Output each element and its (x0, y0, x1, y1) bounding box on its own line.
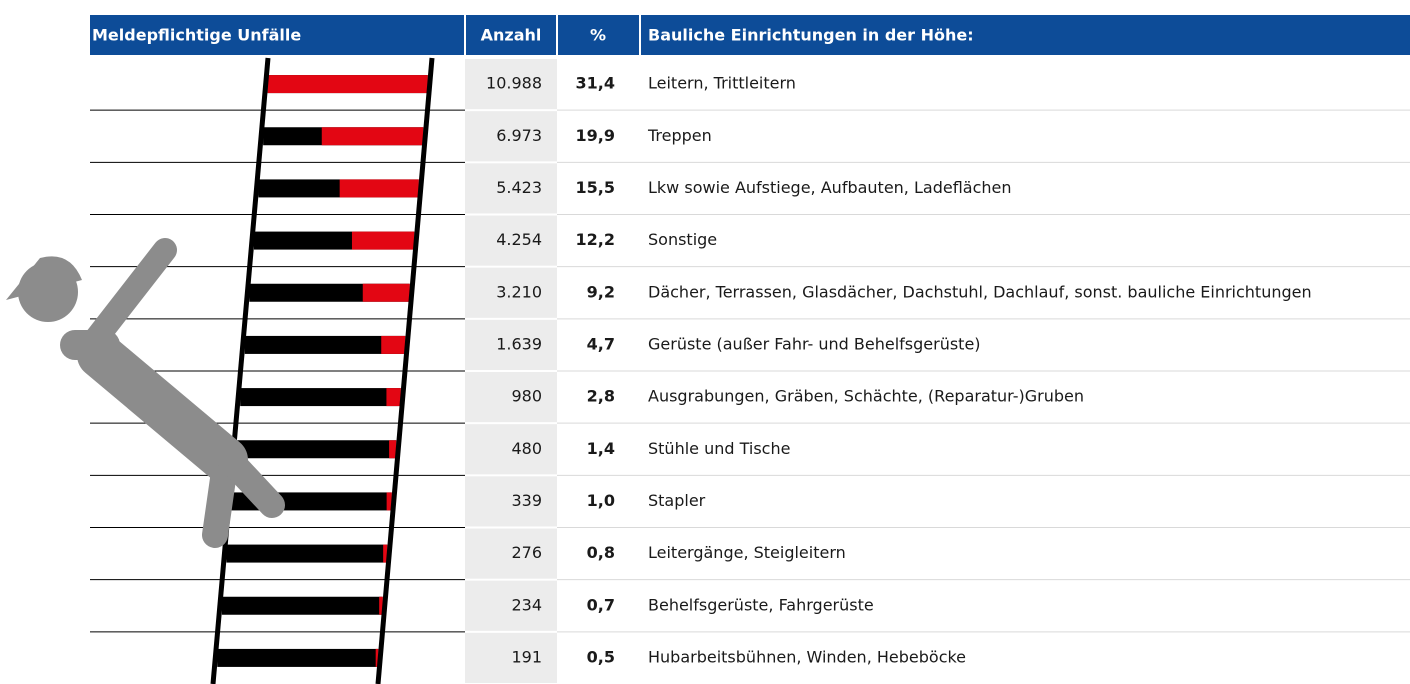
bar (351, 231, 415, 250)
rung (235, 440, 397, 459)
bar (375, 648, 379, 667)
count-cell (465, 111, 557, 162)
rung (217, 648, 379, 667)
rung (226, 544, 388, 563)
category-label: Stühle und Tische (648, 439, 790, 458)
header-title: Meldepflichtige Unfälle (92, 26, 301, 45)
category-label: Behelfsgerüste, Fahrgerüste (648, 595, 874, 614)
ladder-rail (210, 57, 271, 684)
percent-label: 9,2 (587, 282, 615, 301)
rung (221, 596, 383, 615)
bar (267, 75, 428, 94)
count-cell (465, 372, 557, 423)
count-label: 480 (511, 439, 542, 458)
count-cell (465, 267, 557, 318)
category-label: Leitergänge, Steigleitern (648, 543, 846, 562)
category-label: Leitern, Trittleitern (648, 74, 796, 93)
percent-label: 0,5 (587, 647, 615, 666)
category-label: Hubarbeitsbühnen, Winden, Hebeböcke (648, 647, 966, 666)
bar (362, 283, 410, 302)
count-cell (465, 528, 557, 579)
count-cell (465, 476, 557, 527)
percent-label: 0,7 (587, 595, 615, 614)
count-cell (465, 580, 557, 631)
header-percent: % (590, 26, 606, 45)
header-bar (90, 15, 1410, 55)
percent-label: 12,2 (576, 230, 615, 249)
count-label: 234 (511, 595, 542, 614)
count-label: 4.254 (496, 230, 542, 249)
count-cell (465, 424, 557, 475)
count-label: 980 (511, 387, 542, 406)
category-label: Stapler (648, 491, 706, 510)
count-label: 6.973 (496, 126, 542, 145)
percent-label: 0,8 (587, 543, 615, 562)
category-label: Ausgrabungen, Gräben, Schächte, (Reparat… (648, 387, 1084, 406)
falling-person (6, 238, 285, 548)
count-label: 3.210 (496, 282, 542, 301)
percent-label: 15,5 (576, 178, 615, 197)
count-label: 191 (511, 647, 542, 666)
count-cell (465, 319, 557, 370)
rung (240, 388, 401, 407)
count-label: 1.639 (496, 334, 542, 353)
bar (383, 544, 388, 563)
count-label: 276 (511, 543, 542, 562)
bar (379, 596, 383, 615)
category-label: Gerüste (außer Fahr- und Behelfsgerüste) (648, 334, 981, 353)
percent-label: 31,4 (576, 74, 615, 93)
header-category: Bauliche Einrichtungen in der Höhe: (648, 26, 974, 45)
count-label: 10.988 (486, 74, 542, 93)
percent-label: 4,7 (587, 334, 615, 353)
category-label: Treppen (647, 126, 712, 145)
category-label: Dächer, Terrassen, Glasdächer, Dachstuhl… (648, 282, 1312, 301)
bar (381, 335, 406, 354)
bar (339, 179, 419, 198)
category-label: Lkw sowie Aufstiege, Aufbauten, Ladefläc… (648, 178, 1012, 197)
ladder-rail (375, 57, 435, 684)
bar (386, 388, 401, 407)
bar (386, 492, 392, 511)
category-label: Sonstige (648, 230, 717, 249)
percent-label: 2,8 (587, 387, 615, 406)
count-cell (465, 163, 557, 214)
count-label: 5.423 (496, 178, 542, 197)
bar (389, 440, 397, 459)
count-cell (465, 632, 557, 683)
percent-label: 1,4 (587, 439, 615, 458)
percent-label: 1,0 (587, 491, 615, 510)
count-cell (465, 59, 557, 110)
percent-label: 19,9 (576, 126, 615, 145)
bar (321, 127, 424, 146)
count-label: 339 (511, 491, 542, 510)
rung (244, 335, 406, 354)
header-count: Anzahl (481, 26, 542, 45)
count-cell (465, 215, 557, 266)
